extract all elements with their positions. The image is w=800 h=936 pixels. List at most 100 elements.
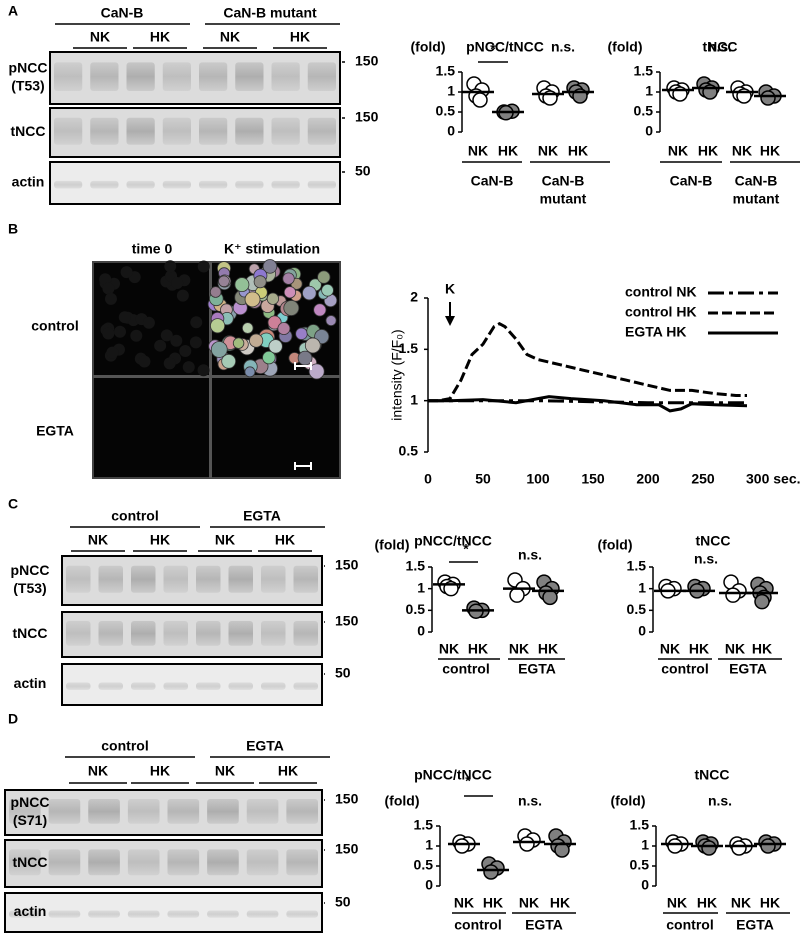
- y-tick-label: 1.5: [436, 63, 456, 79]
- row-label: tNCC: [13, 854, 48, 870]
- x-tick-label: NK: [468, 143, 488, 159]
- data-point: [472, 92, 488, 108]
- significance-label: n.s.: [518, 793, 542, 809]
- significance-label: *: [490, 41, 496, 57]
- legend-label: control HK: [625, 304, 697, 320]
- row-label: pNCC: [11, 794, 50, 810]
- blot-band: [199, 62, 228, 91]
- cell: [325, 315, 337, 327]
- y-tick-label: 0: [641, 877, 649, 893]
- group-label: control: [454, 917, 501, 933]
- blot-band: [235, 180, 264, 189]
- blot-band: [66, 565, 91, 593]
- y-tick-label: 1: [410, 391, 418, 407]
- cell: [295, 327, 308, 340]
- cell: [182, 361, 195, 374]
- cell: [244, 366, 256, 378]
- blot-band: [167, 910, 200, 918]
- x-tick-label: HK: [483, 895, 503, 911]
- cell: [210, 318, 226, 334]
- cell: [234, 277, 250, 293]
- y-tick-label: 0.5: [634, 103, 654, 119]
- data-point: [725, 587, 741, 603]
- chart-title: tNCC: [696, 533, 731, 549]
- cell: [154, 339, 167, 352]
- blot-band: [9, 799, 41, 824]
- row-label: (T53): [13, 580, 46, 596]
- lane-label: HK: [150, 29, 170, 45]
- legend-label: EGTA HK: [625, 324, 686, 340]
- cell: [190, 316, 203, 329]
- cell: [102, 282, 115, 295]
- row-label: tNCC: [11, 123, 46, 139]
- marker-label: 50: [335, 665, 351, 681]
- cell: [266, 292, 280, 305]
- data-point: [754, 593, 770, 610]
- blot-band: [207, 910, 239, 918]
- x-tick-label: HK: [568, 143, 588, 159]
- cell: [118, 311, 131, 324]
- panel-letter: C: [8, 496, 18, 512]
- cell: [268, 339, 283, 354]
- group-label: EGTA: [729, 661, 767, 677]
- x-tick-label: HK: [468, 641, 488, 657]
- blot-band: [228, 621, 253, 646]
- data-point: [542, 589, 558, 606]
- blot-band: [196, 682, 221, 690]
- chart-title: pNCC/tNCC: [414, 533, 492, 549]
- row-label: actin: [12, 174, 45, 190]
- cell: [164, 260, 177, 273]
- cell: [171, 276, 184, 289]
- cell: [130, 329, 143, 342]
- panel-letter: D: [8, 711, 18, 727]
- cell: [308, 363, 325, 380]
- x-tick-label: NK: [668, 143, 688, 159]
- y-axis-label: (fold): [411, 39, 446, 55]
- group-label: mutant: [733, 191, 780, 207]
- cell: [302, 285, 317, 301]
- blot-band: [207, 799, 239, 824]
- annotation-arrowhead: [445, 316, 455, 326]
- x-tick-label: NK: [509, 641, 529, 657]
- blot-band: [127, 910, 160, 918]
- group-label: mutant: [540, 191, 587, 207]
- cell: [249, 333, 264, 348]
- blot-band: [207, 849, 239, 876]
- cell: [197, 260, 210, 273]
- blot-band: [271, 117, 300, 145]
- series-line: [428, 321, 747, 403]
- x-tick-label: 0: [424, 471, 432, 487]
- chart-title: tNCC: [703, 39, 738, 55]
- group-label: CaN-B: [471, 173, 514, 189]
- blot-band: [261, 621, 286, 646]
- annotation: K: [445, 281, 455, 297]
- column-label: K⁺ stimulation: [224, 241, 320, 257]
- chart-title: pNCC/tNCC: [466, 39, 544, 55]
- group-label: CaN-B: [670, 173, 713, 189]
- row-label: (S71): [13, 812, 47, 828]
- y-axis-label: (fold): [385, 793, 420, 809]
- lane-label: HK: [150, 763, 170, 779]
- blot-band: [88, 799, 120, 824]
- x-tick-label: 100: [526, 471, 550, 487]
- x-tick-label: 200: [636, 471, 660, 487]
- cell: [267, 315, 282, 330]
- significance-label: n.s.: [708, 793, 732, 809]
- lane-label: NK: [215, 532, 235, 548]
- marker-label: 150: [335, 557, 359, 573]
- cell: [210, 341, 228, 358]
- x-tick-label: HK: [689, 641, 709, 657]
- x-tick-label: NK: [519, 895, 539, 911]
- marker-label: 150: [355, 53, 379, 69]
- marker-label: 150: [335, 791, 359, 807]
- cell: [304, 337, 321, 354]
- cell: [253, 275, 267, 289]
- column-label: time 0: [132, 241, 173, 257]
- row-label: pNCC: [11, 562, 50, 578]
- y-tick-label: 1.5: [414, 817, 434, 833]
- y-tick-label: 0.5: [399, 443, 419, 459]
- lane-label: HK: [150, 532, 170, 548]
- blot-band: [9, 849, 41, 876]
- x-tick-label: HK: [760, 895, 780, 911]
